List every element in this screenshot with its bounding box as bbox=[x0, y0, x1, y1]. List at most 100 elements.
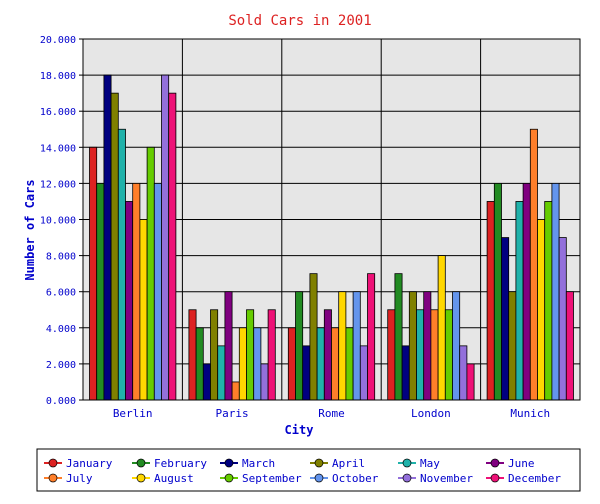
bar-munich-may bbox=[515, 201, 524, 401]
x-tick-label: London bbox=[411, 407, 451, 420]
legend-marker-october bbox=[314, 473, 324, 483]
x-tick-label: Munich bbox=[510, 407, 550, 420]
bar-rome-august bbox=[338, 291, 347, 401]
legend-marker-january bbox=[48, 458, 58, 468]
bar-berlin-january bbox=[89, 146, 98, 401]
legend-marker-july bbox=[48, 473, 58, 483]
legend-label-november: November bbox=[420, 472, 473, 485]
x-axis-label: City bbox=[285, 423, 314, 437]
bar-berlin-june bbox=[125, 201, 134, 401]
bar-berlin-april bbox=[110, 92, 119, 401]
bar-london-june bbox=[423, 291, 432, 401]
bar-london-december bbox=[466, 363, 475, 401]
bar-berlin-september bbox=[146, 146, 155, 401]
bar-munich-october bbox=[551, 182, 560, 401]
bar-rome-april bbox=[309, 273, 318, 401]
bar-munich-june bbox=[522, 182, 531, 401]
bar-berlin-february bbox=[96, 182, 105, 401]
legend-label-october: October bbox=[332, 472, 379, 485]
y-tick-label: 20.000 bbox=[40, 35, 76, 46]
bar-paris-august bbox=[238, 327, 247, 401]
legend-label-january: January bbox=[66, 457, 113, 470]
bar-rome-february bbox=[295, 291, 304, 401]
bar-paris-november bbox=[260, 363, 269, 401]
y-tick-label: 8.000 bbox=[46, 252, 76, 263]
legend-marker-may bbox=[402, 458, 412, 468]
bar-munich-november bbox=[558, 237, 567, 401]
bar-rome-may bbox=[316, 327, 325, 401]
bar-berlin-march bbox=[103, 74, 112, 401]
bar-berlin-july bbox=[132, 182, 141, 401]
y-tick-label: 2.000 bbox=[46, 360, 76, 371]
bar-rome-march bbox=[302, 345, 311, 401]
bar-paris-may bbox=[217, 345, 226, 401]
legend-label-september: September bbox=[242, 472, 302, 485]
bar-london-november bbox=[459, 345, 468, 401]
bar-munich-january bbox=[486, 201, 495, 401]
bar-munich-march bbox=[501, 237, 510, 401]
legend-label-december: December bbox=[508, 472, 561, 485]
y-axis-label: Number of Cars bbox=[23, 179, 37, 280]
x-tick-label: Rome bbox=[318, 407, 345, 420]
legend-marker-april bbox=[314, 458, 324, 468]
x-tick-label: Paris bbox=[216, 407, 249, 420]
legend-label-july: July bbox=[66, 472, 93, 485]
legend: January February March April May June July Augu… bbox=[36, 448, 581, 492]
legend-label-march: March bbox=[242, 457, 275, 470]
bar-munich-july bbox=[529, 128, 538, 401]
bar-paris-january bbox=[188, 309, 197, 401]
bar-berlin-may bbox=[117, 128, 126, 401]
bar-london-april bbox=[408, 291, 417, 401]
y-tick-label: 18.000 bbox=[40, 71, 76, 82]
legend-label-june: June bbox=[508, 457, 535, 470]
y-tick-label: 10.000 bbox=[40, 216, 76, 227]
legend-marker-december bbox=[490, 473, 500, 483]
bar-berlin-october bbox=[153, 182, 162, 401]
bar-rome-december bbox=[367, 273, 376, 401]
legend-marker-march bbox=[224, 458, 234, 468]
bar-london-july bbox=[430, 309, 439, 401]
bar-paris-march bbox=[202, 363, 211, 401]
bar-paris-june bbox=[224, 291, 233, 401]
axes: 0.000 2.000 4.000 6.000 8.000 10.000 12.000 14.… bbox=[40, 35, 581, 420]
chart-title: Sold Cars in 2001 bbox=[228, 13, 371, 29]
bar-munich-april bbox=[508, 291, 517, 401]
bar-munich-december bbox=[565, 291, 574, 401]
legend-box bbox=[36, 448, 581, 492]
bar-munich-september bbox=[544, 201, 553, 401]
bar-rome-january bbox=[287, 327, 296, 401]
legend-marker-february bbox=[136, 458, 146, 468]
y-tick-label: 12.000 bbox=[40, 179, 76, 190]
bar-berlin-august bbox=[139, 219, 148, 401]
bar-rome-june bbox=[323, 309, 332, 401]
bar-rome-october bbox=[352, 291, 361, 401]
bar-berlin-november bbox=[161, 74, 170, 401]
bar-paris-july bbox=[231, 381, 240, 401]
legend-marker-september bbox=[224, 473, 234, 483]
bar-paris-december bbox=[267, 309, 276, 401]
x-tick-label: Berlin bbox=[113, 407, 153, 420]
bar-london-october bbox=[452, 291, 461, 401]
bar-rome-july bbox=[331, 327, 340, 401]
bar-london-may bbox=[416, 309, 425, 401]
bar-london-february bbox=[394, 273, 403, 401]
legend-label-august: August bbox=[154, 472, 194, 485]
bar-paris-february bbox=[195, 327, 204, 401]
legend-marker-june bbox=[490, 458, 500, 468]
bar-london-january bbox=[387, 309, 396, 401]
legend-label-february: February bbox=[154, 457, 207, 470]
legend-marker-november bbox=[402, 473, 412, 483]
bar-berlin-december bbox=[168, 92, 177, 401]
y-tick-label: 14.000 bbox=[40, 143, 76, 154]
legend-label-may: May bbox=[420, 457, 440, 470]
plot-border bbox=[82, 38, 581, 401]
bar-paris-april bbox=[210, 309, 219, 401]
legend-label-april: April bbox=[332, 457, 365, 470]
y-tick-label: 16.000 bbox=[40, 107, 76, 118]
y-tick-label: 6.000 bbox=[46, 288, 76, 299]
bar-paris-september bbox=[246, 309, 255, 401]
bar-london-august bbox=[437, 255, 446, 401]
bars bbox=[89, 74, 574, 401]
